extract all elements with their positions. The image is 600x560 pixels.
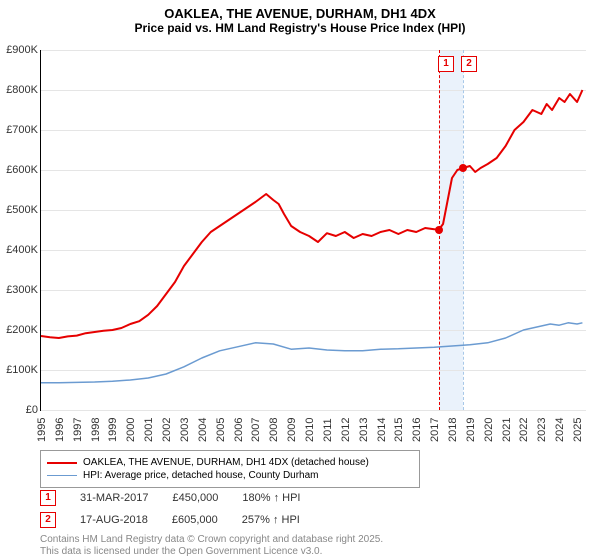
sale-row-2: 2 17-AUG-2018 £605,000 257% ↑ HPI xyxy=(40,512,300,528)
legend-label-1: OAKLEA, THE AVENUE, DURHAM, DH1 4DX (det… xyxy=(83,457,369,468)
sale-price-2: £605,000 xyxy=(172,514,218,526)
sale-hpi-2: 257% ↑ HPI xyxy=(242,514,300,526)
legend-box: OAKLEA, THE AVENUE, DURHAM, DH1 4DX (det… xyxy=(40,450,420,488)
footer-line-2: This data is licensed under the Open Gov… xyxy=(40,546,322,557)
sale-marker-2: 2 xyxy=(40,512,56,528)
footer-line-1: Contains HM Land Registry data © Crown c… xyxy=(40,534,383,545)
legend-label-2: HPI: Average price, detached house, Coun… xyxy=(83,470,319,481)
sale-date-1: 31-MAR-2017 xyxy=(80,492,148,504)
chart-subtitle: Price paid vs. HM Land Registry's House … xyxy=(0,21,600,35)
legend-swatch-1 xyxy=(47,462,77,464)
sale-date-2: 17-AUG-2018 xyxy=(80,514,148,526)
legend-row-series1: OAKLEA, THE AVENUE, DURHAM, DH1 4DX (det… xyxy=(47,457,413,468)
sale-marker-1: 1 xyxy=(40,490,56,506)
title-block: OAKLEA, THE AVENUE, DURHAM, DH1 4DX Pric… xyxy=(0,0,600,35)
plot-area xyxy=(40,50,586,411)
sale-row-1: 1 31-MAR-2017 £450,000 180% ↑ HPI xyxy=(40,490,300,506)
legend-swatch-2 xyxy=(47,475,77,477)
sale-price-1: £450,000 xyxy=(172,492,218,504)
legend-row-series2: HPI: Average price, detached house, Coun… xyxy=(47,470,413,481)
line-series-svg xyxy=(41,50,586,410)
sale-hpi-1: 180% ↑ HPI xyxy=(242,492,300,504)
chart-title: OAKLEA, THE AVENUE, DURHAM, DH1 4DX xyxy=(0,6,600,21)
chart-container: OAKLEA, THE AVENUE, DURHAM, DH1 4DX Pric… xyxy=(0,0,600,560)
